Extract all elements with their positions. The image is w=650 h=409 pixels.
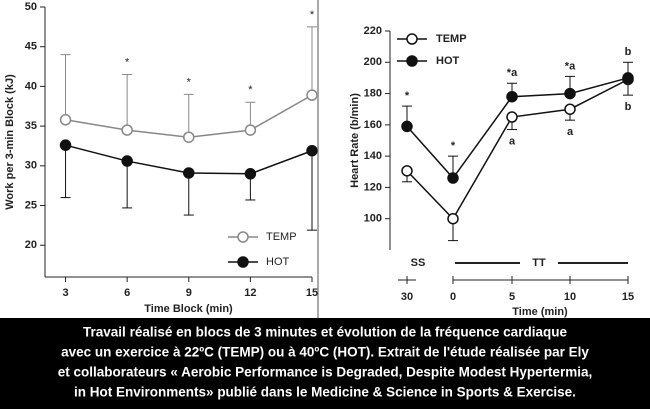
- annotation: *: [125, 56, 130, 68]
- x-tick-label: 30: [401, 291, 413, 303]
- annotation: a: [509, 135, 516, 147]
- data-point: [237, 256, 249, 268]
- legend-label: TEMP: [266, 231, 297, 243]
- data-point: [564, 87, 576, 100]
- data-point: [406, 33, 418, 45]
- annotation: *a: [565, 60, 576, 72]
- x-tick-label: 10: [564, 291, 576, 303]
- data-point: [183, 131, 195, 143]
- y-tick-label: 160: [364, 119, 382, 131]
- data-point: [244, 124, 257, 136]
- y-tick-label: 45: [25, 41, 37, 53]
- y-tick-label: 50: [25, 1, 37, 13]
- annotation: *: [187, 76, 192, 88]
- data-point: [506, 111, 518, 123]
- caption-line: Travail réalisé en blocs de 3 minutes et…: [83, 325, 567, 340]
- y-tick-label: 140: [364, 150, 382, 162]
- data-point: [406, 55, 418, 67]
- data-point: [121, 155, 133, 167]
- y-tick-label: 25: [25, 199, 37, 211]
- data-point: [237, 231, 249, 243]
- phase-label: SS: [411, 257, 426, 269]
- legend-label: TEMP: [436, 33, 467, 45]
- caption-line: avec un exercice à 22ºC (TEMP) ou à 40ºC…: [61, 345, 589, 360]
- x-tick-label: 15: [622, 291, 634, 303]
- x-tick-label: 6: [124, 287, 130, 299]
- y-tick-label: 35: [25, 120, 37, 132]
- annotation: *: [248, 84, 253, 96]
- data-point: [59, 139, 72, 151]
- x-tick-label: 12: [244, 287, 256, 299]
- legend-label: HOT: [266, 256, 290, 268]
- y-tick-label: 180: [364, 87, 382, 99]
- data-point: [183, 167, 195, 179]
- y-tick-label: 100: [364, 213, 382, 225]
- legend-label: HOT: [436, 55, 460, 67]
- y-axis-label: Work per 3-min Block (kJ): [4, 74, 16, 210]
- data-point: [564, 103, 576, 115]
- phase-label: TT: [532, 257, 546, 269]
- x-tick-label: 15: [306, 287, 318, 299]
- y-tick-label: 20: [25, 239, 37, 251]
- annotation: b: [625, 46, 632, 58]
- x-tick-label: 5: [509, 291, 515, 303]
- data-point: [306, 144, 318, 157]
- data-point: [506, 90, 518, 103]
- data-point: [306, 89, 318, 101]
- data-point: [244, 168, 257, 180]
- annotation: *: [405, 90, 410, 102]
- x-axis-label: Time (min): [512, 306, 568, 318]
- data-point: [121, 124, 133, 136]
- data-point: [447, 172, 459, 184]
- x-tick-label: 9: [186, 287, 192, 299]
- y-tick-label: 40: [25, 80, 37, 92]
- y-tick-label: 30: [25, 160, 37, 172]
- chart-background: [0, 0, 650, 318]
- data-point: [59, 114, 72, 126]
- x-tick-label: 0: [450, 291, 456, 303]
- y-axis-label: Heart Rate (b/min): [349, 93, 361, 188]
- annotation: *: [451, 140, 456, 152]
- data-point: [622, 72, 634, 84]
- caption-line: et collaborateurs « Aerobic Performance …: [58, 365, 592, 380]
- data-point: [447, 212, 459, 225]
- y-tick-label: 120: [364, 181, 382, 193]
- data-point: [401, 120, 413, 133]
- x-tick-label: 3: [62, 287, 68, 299]
- annotation: a: [567, 126, 574, 138]
- annotation: *a: [507, 67, 518, 79]
- x-axis-label: Time Block (min): [144, 303, 233, 315]
- data-point: [401, 165, 413, 177]
- annotation: *: [310, 9, 315, 21]
- y-tick-label: 220: [364, 25, 382, 37]
- caption-line: in Hot Environments» publié dans le Medi…: [74, 385, 576, 400]
- y-tick-label: 200: [364, 56, 382, 68]
- annotation: b: [625, 101, 632, 113]
